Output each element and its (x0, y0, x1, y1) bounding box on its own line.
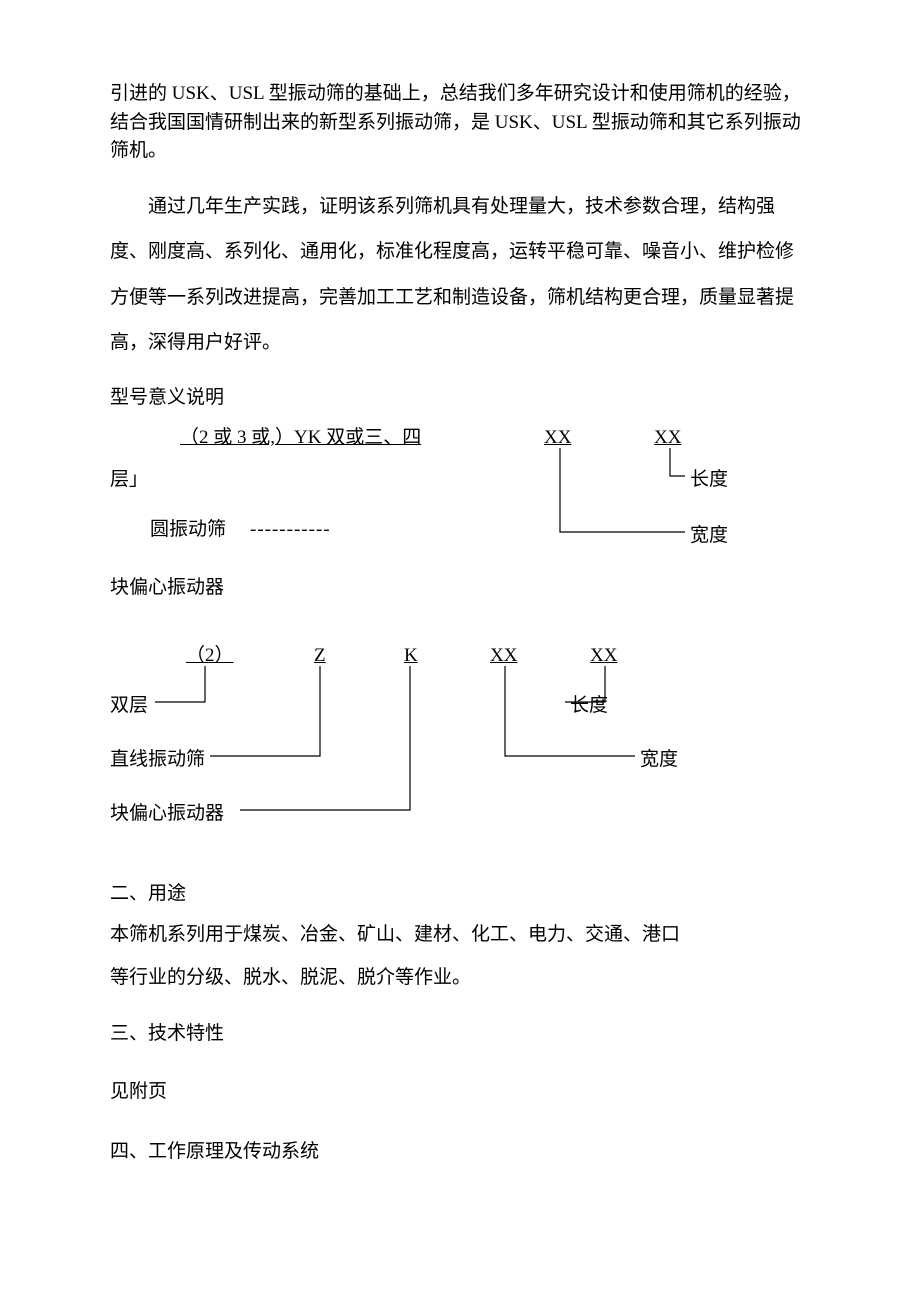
heading-usage: 二、用途 (110, 880, 810, 909)
tech-content: 见附页 (110, 1069, 810, 1115)
heading-model-meaning: 型号意义说明 (110, 384, 810, 413)
usage-line-2: 等行业的分级、脱水、脱泥、脱介等作业。 (110, 955, 810, 1001)
heading-tech: 三、技术特性 (110, 1011, 810, 1057)
heading-principle: 四、工作原理及传动系统 (110, 1138, 810, 1167)
d2-lines (110, 642, 810, 862)
diagram-zk: （2） Z K XX XX 双层 直线振动筛 块偏心振动器 长度 宽度 (110, 642, 810, 862)
diagram-yk: （2 或 3 或,）YK 双或三、四 层」 圆振动筛 ----------- 块… (110, 424, 810, 624)
intro-paragraph-2: 通过几年生产实践，证明该系列筛机具有处理量大，技术参数合理，结构强度、刚度高、系… (110, 184, 810, 366)
d1-lines (110, 424, 810, 624)
usage-line-1: 本筛机系列用于煤炭、冶金、矿山、建材、化工、电力、交通、港口 (110, 921, 810, 950)
intro-paragraph-1: 引进的 USK、USL 型振动筛的基础上，总结我们多年研究设计和使用筛机的经验，… (110, 80, 810, 166)
